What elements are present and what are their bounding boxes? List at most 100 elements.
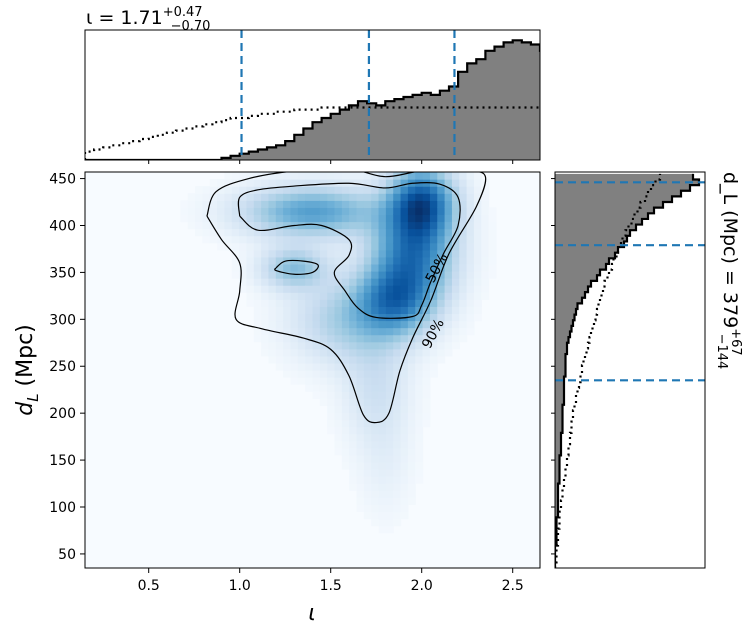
heatmap-cell [481,207,490,216]
heatmap-cell [385,292,394,300]
heatmap-cell [239,263,248,272]
heatmap-cell [297,207,306,216]
heatmap-cell [378,334,387,343]
heatmap-cell [400,469,409,477]
heatmap-cell [451,200,460,208]
heatmap-cell [253,179,262,187]
heatmap-cell [378,348,387,357]
heatmap-cell [444,228,453,237]
heatmap-cell [371,285,380,293]
heatmap-cell [407,476,416,484]
heatmap-cell [371,299,380,307]
heatmap-cell [246,285,255,293]
heatmap-cell [371,200,380,208]
heatmap-cell [275,285,284,293]
heatmap-cell [393,214,402,223]
heatmap-cell [451,207,460,216]
y-tick-label: 200 [49,406,76,422]
heatmap-cell [473,193,482,201]
heatmap-cell [290,235,299,244]
heatmap-cell [378,362,387,371]
heatmap-cell [400,391,409,399]
heatmap-cell [429,348,438,357]
heatmap-cell [268,179,277,187]
heatmap-cell [327,263,336,272]
heatmap-cell [312,292,321,300]
heatmap-cell [407,306,416,315]
heatmap-cell [231,221,240,230]
heatmap-cell [363,476,372,484]
heatmap-cell [356,447,365,456]
heatmap-cell [363,172,372,180]
heatmap-cell [327,370,336,378]
heatmap-cell [319,256,328,265]
heatmap-cell [327,341,336,350]
heatmap-cell [444,285,453,293]
heatmap-cell [378,263,387,272]
heatmap-cell [378,419,387,428]
heatmap-cell [334,214,343,223]
heatmap-cell [349,341,358,350]
heatmap-cell [385,299,394,307]
heatmap-cell [393,454,402,463]
heatmap-cell [261,235,270,244]
heatmap-cell [393,412,402,421]
heatmap-cell [371,207,380,216]
heatmap-cell [246,271,255,279]
heatmap-cell [290,179,299,187]
heatmap-cell [393,263,402,272]
heatmap-cell [283,299,292,307]
heatmap-cell [349,348,358,357]
heatmap-cell [415,334,424,343]
heatmap-cell [312,320,321,329]
heatmap-cell [363,461,372,470]
heatmap-cell [261,278,270,286]
heatmap-cell [363,263,372,272]
heatmap-cell [393,271,402,279]
heatmap-cell [312,186,321,194]
heatmap-cell [231,193,240,201]
heatmap-cell [385,377,394,385]
heatmap-cell [444,341,453,350]
heatmap-cell [297,249,306,258]
heatmap-cell [371,362,380,371]
heatmap-cell [400,447,409,456]
heatmap-cell [437,327,446,336]
heatmap-cell [356,490,365,498]
heatmap-cell [400,412,409,421]
heatmap-cell [261,228,270,237]
heatmap-cell [217,179,226,187]
heatmap-cell [334,377,343,385]
heatmap-cell [437,306,446,315]
heatmap-cell [356,391,365,399]
heatmap-cell [385,348,394,357]
heatmap-cell [349,419,358,428]
heatmap-cell [444,348,453,357]
heatmap-cell [253,299,262,307]
heatmap-cell [349,320,358,329]
heatmap-cell [385,327,394,336]
heatmap-cell [261,292,270,300]
heatmap-cell [261,256,270,265]
heatmap-cell [319,186,328,194]
heatmap-cell [261,285,270,293]
heatmap-cell [253,200,262,208]
heatmap-cell [444,242,453,251]
heatmap-cell [400,341,409,350]
heatmap-cell [444,235,453,244]
heatmap-cell [363,320,372,329]
svg-text:d_L (Mpc) = 379+67−144: d_L (Mpc) = 379+67−144 [714,172,743,369]
heatmap-cell [305,362,314,371]
heatmap-cell [459,186,468,194]
heatmap-cell [290,228,299,237]
heatmap-cell [473,285,482,293]
heatmap-cell [224,172,233,180]
heatmap-cell [283,362,292,371]
heatmap-cell [393,242,402,251]
heatmap-cell [437,292,446,300]
heatmap-cell [297,263,306,272]
heatmap-cell [400,179,409,187]
heatmap-cell [341,320,350,329]
heatmap-cell [275,172,284,180]
heatmap-cell [481,200,490,208]
